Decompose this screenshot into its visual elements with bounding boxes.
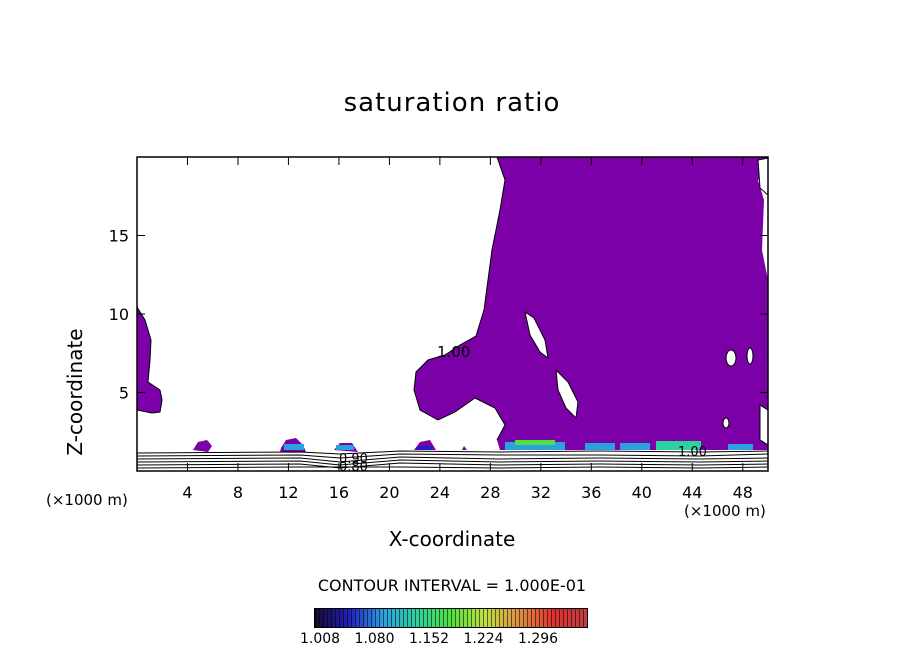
blob-26	[462, 446, 467, 450]
hole-b	[555, 368, 579, 420]
x-tick-label: 8	[233, 483, 243, 502]
x-tick-label: 4	[182, 483, 192, 502]
x-axis-label: X-coordinate	[388, 527, 516, 551]
y-tick-label: 10	[109, 305, 129, 324]
blob-5	[193, 440, 212, 452]
y-ticks: 5 10 15	[109, 227, 768, 403]
colorbar	[314, 608, 588, 628]
y-tick-label: 15	[109, 227, 129, 246]
x-tick-label: 32	[531, 483, 551, 502]
x-tick-label: 12	[278, 483, 298, 502]
colorbar-tick-label: 1.080	[354, 631, 395, 647]
colorbar-tick-label: 1.008	[300, 631, 341, 647]
streak-5	[656, 441, 701, 450]
x-ticks: 4 8 12 16 20 24 28 32 36 40 44 48	[182, 157, 753, 502]
hole-g	[759, 404, 769, 446]
holes	[524, 157, 769, 446]
x-tick-label: 20	[379, 483, 399, 502]
hole-c	[725, 349, 737, 367]
contour-label-2: 0.90	[339, 452, 368, 467]
colorbar-tick-label: 1.224	[463, 631, 504, 647]
hole-a	[524, 310, 549, 360]
streak-3	[585, 443, 615, 450]
contour-interval-text: CONTOUR INTERVAL = 1.000E-01	[317, 576, 587, 595]
streak-7	[284, 444, 304, 450]
x-unit-left: (×1000 m)	[46, 491, 128, 509]
contour-outlines	[136, 156, 506, 441]
streak-8	[336, 445, 354, 450]
hole-e	[722, 417, 730, 429]
contour-label-4: 1.00	[678, 445, 707, 460]
x-tick-label: 44	[682, 483, 702, 502]
contour-label-3: 0.80	[339, 460, 368, 475]
hole-d	[746, 347, 754, 365]
high-ratio-streaks	[284, 440, 753, 450]
streak-1	[505, 442, 565, 450]
surface-contours	[136, 450, 769, 469]
streak-9	[418, 446, 432, 450]
y-axis-label: Z-coordinate	[63, 328, 87, 456]
x-tick-label: 24	[430, 483, 450, 502]
colorbar-tick-label: 1.152	[409, 631, 450, 647]
supersaturation-fill	[137, 157, 768, 452]
y-tick-label: 5	[119, 384, 129, 403]
x-tick-label: 40	[632, 483, 652, 502]
contour-label-1: 1.00	[437, 343, 470, 361]
colorbar-tick-label: 1.296	[518, 631, 559, 647]
streak-2	[515, 440, 555, 445]
x-tick-label: 48	[733, 483, 753, 502]
right-purple-region	[414, 157, 768, 450]
x-tick-label: 28	[480, 483, 500, 502]
streak-6	[728, 444, 753, 450]
x-tick-label: 16	[329, 483, 349, 502]
x-unit-right: (×1000 m)	[684, 502, 766, 520]
colorbar-stripes	[315, 609, 587, 627]
chart-title: saturation ratio	[343, 88, 561, 118]
streak-4	[620, 443, 650, 450]
x-tick-label: 36	[581, 483, 601, 502]
